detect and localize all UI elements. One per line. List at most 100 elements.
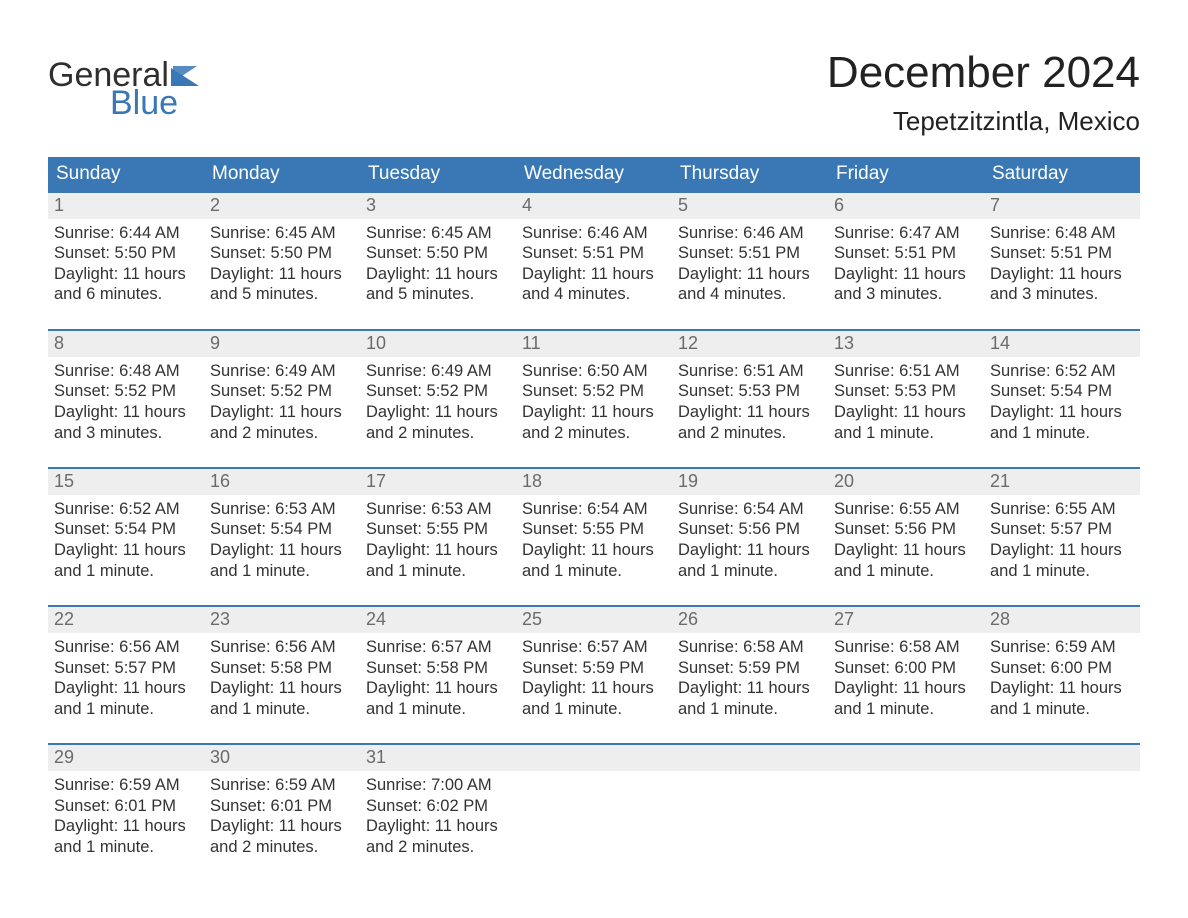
day-cell: 28Sunrise: 6:59 AMSunset: 6:00 PMDayligh…: [984, 605, 1140, 719]
daylight-line-1: Daylight: 11 hours: [678, 264, 822, 285]
sunrise-text: Sunrise: 6:47 AM: [834, 223, 978, 244]
daylight-line-1: Daylight: 11 hours: [210, 540, 354, 561]
day-body: Sunrise: 6:44 AMSunset: 5:50 PMDaylight:…: [48, 219, 204, 306]
header-region: General Blue December 2024 Tepetzitzintl…: [48, 48, 1140, 137]
daylight-line-1: Daylight: 11 hours: [522, 264, 666, 285]
day-cell: [828, 743, 984, 857]
day-cell: [516, 743, 672, 857]
sunrise-text: Sunrise: 6:55 AM: [834, 499, 978, 520]
day-body: Sunrise: 6:54 AMSunset: 5:56 PMDaylight:…: [672, 495, 828, 582]
sunset-text: Sunset: 5:52 PM: [366, 381, 510, 402]
sunrise-text: Sunrise: 6:59 AM: [210, 775, 354, 796]
day-cell: 26Sunrise: 6:58 AMSunset: 5:59 PMDayligh…: [672, 605, 828, 719]
day-number: 11: [516, 329, 672, 357]
daylight-line-2: and 4 minutes.: [678, 284, 822, 305]
day-body: Sunrise: 6:50 AMSunset: 5:52 PMDaylight:…: [516, 357, 672, 444]
daylight-line-2: and 3 minutes.: [834, 284, 978, 305]
day-number: 26: [672, 605, 828, 633]
sunset-text: Sunset: 5:56 PM: [834, 519, 978, 540]
daylight-line-1: Daylight: 11 hours: [834, 678, 978, 699]
dow-thursday: Thursday: [672, 157, 828, 191]
daylight-line-2: and 1 minute.: [678, 561, 822, 582]
sunrise-text: Sunrise: 6:44 AM: [54, 223, 198, 244]
daylight-line-2: and 1 minute.: [54, 561, 198, 582]
day-body: Sunrise: 6:57 AMSunset: 5:58 PMDaylight:…: [360, 633, 516, 720]
day-number: [516, 743, 672, 771]
daylight-line-2: and 4 minutes.: [522, 284, 666, 305]
sunset-text: Sunset: 6:00 PM: [834, 658, 978, 679]
daylight-line-1: Daylight: 11 hours: [522, 402, 666, 423]
sunset-text: Sunset: 5:54 PM: [210, 519, 354, 540]
sunset-text: Sunset: 5:55 PM: [522, 519, 666, 540]
day-number: 2: [204, 191, 360, 219]
day-body: Sunrise: 6:48 AMSunset: 5:52 PMDaylight:…: [48, 357, 204, 444]
day-cell: 2Sunrise: 6:45 AMSunset: 5:50 PMDaylight…: [204, 191, 360, 305]
day-body: Sunrise: 6:45 AMSunset: 5:50 PMDaylight:…: [360, 219, 516, 306]
daylight-line-2: and 2 minutes.: [210, 837, 354, 858]
daylight-line-2: and 2 minutes.: [366, 837, 510, 858]
sunrise-text: Sunrise: 6:46 AM: [678, 223, 822, 244]
day-number: [984, 743, 1140, 771]
sunset-text: Sunset: 5:53 PM: [678, 381, 822, 402]
dow-friday: Friday: [828, 157, 984, 191]
day-cell: 7Sunrise: 6:48 AMSunset: 5:51 PMDaylight…: [984, 191, 1140, 305]
day-body: Sunrise: 7:00 AMSunset: 6:02 PMDaylight:…: [360, 771, 516, 858]
daylight-line-2: and 1 minute.: [834, 423, 978, 444]
day-body: Sunrise: 6:59 AMSunset: 6:01 PMDaylight:…: [48, 771, 204, 858]
daylight-line-1: Daylight: 11 hours: [678, 402, 822, 423]
sunrise-text: Sunrise: 6:57 AM: [522, 637, 666, 658]
daylight-line-1: Daylight: 11 hours: [366, 816, 510, 837]
day-number: 29: [48, 743, 204, 771]
month-title: December 2024: [827, 48, 1140, 98]
day-number: 14: [984, 329, 1140, 357]
dow-sunday: Sunday: [48, 157, 204, 191]
sunrise-text: Sunrise: 6:59 AM: [54, 775, 198, 796]
sunset-text: Sunset: 5:59 PM: [678, 658, 822, 679]
day-cell: 13Sunrise: 6:51 AMSunset: 5:53 PMDayligh…: [828, 329, 984, 443]
daylight-line-2: and 1 minute.: [366, 561, 510, 582]
day-body: Sunrise: 6:56 AMSunset: 5:58 PMDaylight:…: [204, 633, 360, 720]
day-body: Sunrise: 6:47 AMSunset: 5:51 PMDaylight:…: [828, 219, 984, 306]
daylight-line-1: Daylight: 11 hours: [366, 264, 510, 285]
day-number: 4: [516, 191, 672, 219]
day-number: [828, 743, 984, 771]
sunrise-text: Sunrise: 7:00 AM: [366, 775, 510, 796]
dow-wednesday: Wednesday: [516, 157, 672, 191]
day-body: Sunrise: 6:46 AMSunset: 5:51 PMDaylight:…: [672, 219, 828, 306]
day-number: 18: [516, 467, 672, 495]
daylight-line-1: Daylight: 11 hours: [210, 264, 354, 285]
sunrise-text: Sunrise: 6:48 AM: [990, 223, 1134, 244]
day-number: 24: [360, 605, 516, 633]
day-body: Sunrise: 6:52 AMSunset: 5:54 PMDaylight:…: [48, 495, 204, 582]
daylight-line-1: Daylight: 11 hours: [54, 264, 198, 285]
sunrise-text: Sunrise: 6:53 AM: [210, 499, 354, 520]
sunset-text: Sunset: 5:59 PM: [522, 658, 666, 679]
location-text: Tepetzitzintla, Mexico: [827, 106, 1140, 137]
day-number: 21: [984, 467, 1140, 495]
day-body: Sunrise: 6:55 AMSunset: 5:57 PMDaylight:…: [984, 495, 1140, 582]
daylight-line-1: Daylight: 11 hours: [678, 540, 822, 561]
day-cell: 19Sunrise: 6:54 AMSunset: 5:56 PMDayligh…: [672, 467, 828, 581]
day-body: Sunrise: 6:46 AMSunset: 5:51 PMDaylight:…: [516, 219, 672, 306]
day-body: Sunrise: 6:45 AMSunset: 5:50 PMDaylight:…: [204, 219, 360, 306]
daylight-line-1: Daylight: 11 hours: [834, 402, 978, 423]
daylight-line-1: Daylight: 11 hours: [366, 540, 510, 561]
daylight-line-1: Daylight: 11 hours: [522, 540, 666, 561]
day-of-week-header: Sunday Monday Tuesday Wednesday Thursday…: [48, 157, 1140, 191]
day-body: Sunrise: 6:59 AMSunset: 6:00 PMDaylight:…: [984, 633, 1140, 720]
day-number: 12: [672, 329, 828, 357]
day-cell: [984, 743, 1140, 857]
logo: General Blue: [48, 48, 199, 120]
daylight-line-1: Daylight: 11 hours: [834, 264, 978, 285]
sunrise-text: Sunrise: 6:54 AM: [678, 499, 822, 520]
daylight-line-1: Daylight: 11 hours: [834, 540, 978, 561]
sunset-text: Sunset: 5:57 PM: [990, 519, 1134, 540]
daylight-line-1: Daylight: 11 hours: [990, 540, 1134, 561]
day-cell: 21Sunrise: 6:55 AMSunset: 5:57 PMDayligh…: [984, 467, 1140, 581]
sunset-text: Sunset: 5:58 PM: [366, 658, 510, 679]
day-number: 16: [204, 467, 360, 495]
weeks-container: 1Sunrise: 6:44 AMSunset: 5:50 PMDaylight…: [48, 191, 1140, 857]
sunrise-text: Sunrise: 6:50 AM: [522, 361, 666, 382]
day-cell: 17Sunrise: 6:53 AMSunset: 5:55 PMDayligh…: [360, 467, 516, 581]
sunrise-text: Sunrise: 6:59 AM: [990, 637, 1134, 658]
